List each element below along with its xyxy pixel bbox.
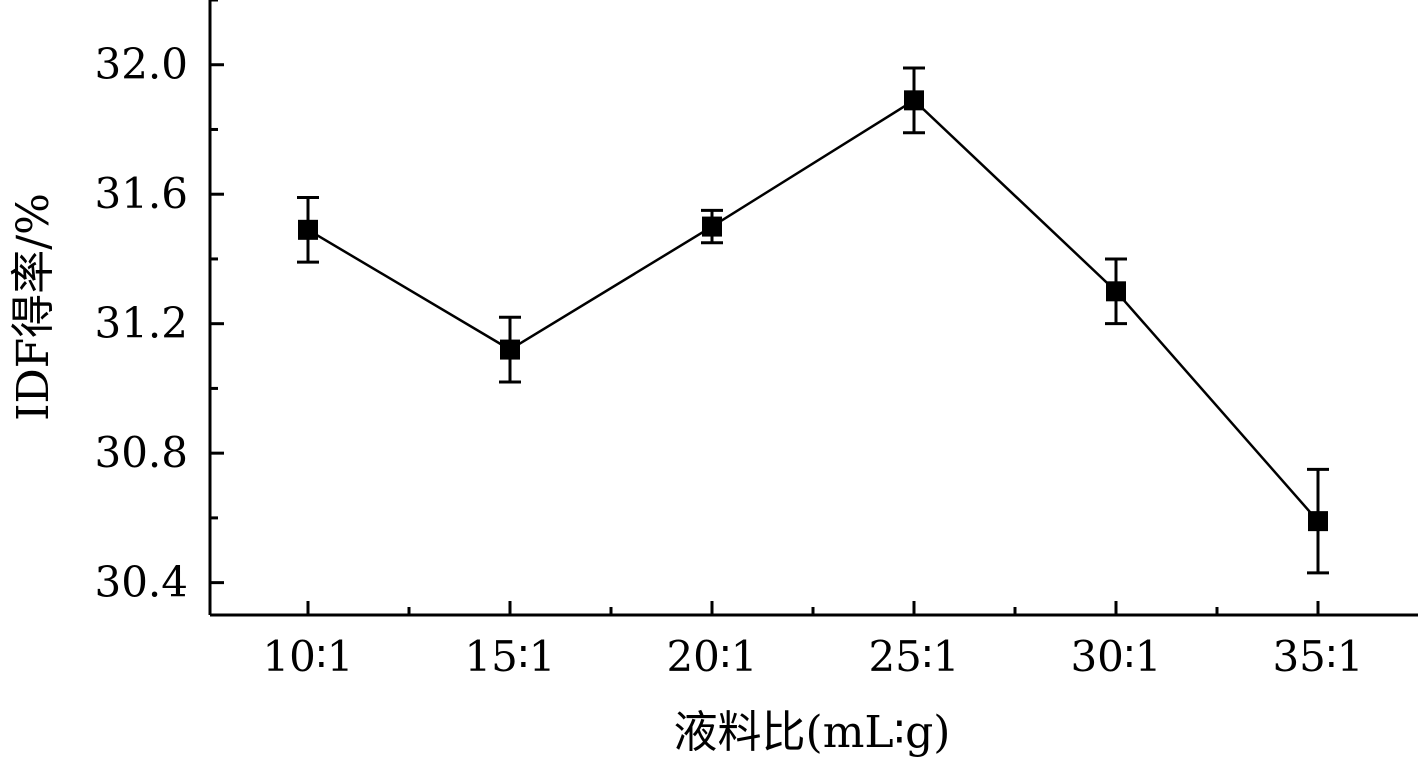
axes [208,0,1418,617]
data-point [904,90,924,111]
y-axis-ticks: 30.4 30.8 31.2 31.6 32.0 [94,0,224,607]
y-tick-label: 32.0 [94,40,188,89]
data-point [1308,511,1328,532]
data-point [702,216,722,237]
x-axis-title: 液料比(mL∶g) [674,707,951,758]
y-tick-label: 31.2 [94,299,188,348]
data-point [500,339,520,360]
y-tick-label: 30.8 [94,428,188,477]
data-point [1106,281,1126,302]
plot-area [297,66,1329,575]
y-axis-title: IDF得率/% [8,193,59,421]
x-tick-label: 20∶1 [666,632,757,681]
x-tick-label: 10∶1 [262,632,353,681]
x-axis-ticks: 10∶1 15∶1 20∶1 25∶1 30∶1 35∶1 [262,601,1364,681]
data-point [298,219,318,240]
x-tick-label: 25∶1 [868,632,959,681]
x-tick-label: 30∶1 [1070,632,1161,681]
series-line [307,98,1319,522]
x-tick-label: 15∶1 [464,632,555,681]
y-tick-label: 31.6 [94,169,188,218]
y-tick-label: 30.4 [94,558,188,607]
x-tick-label: 35∶1 [1272,632,1363,681]
